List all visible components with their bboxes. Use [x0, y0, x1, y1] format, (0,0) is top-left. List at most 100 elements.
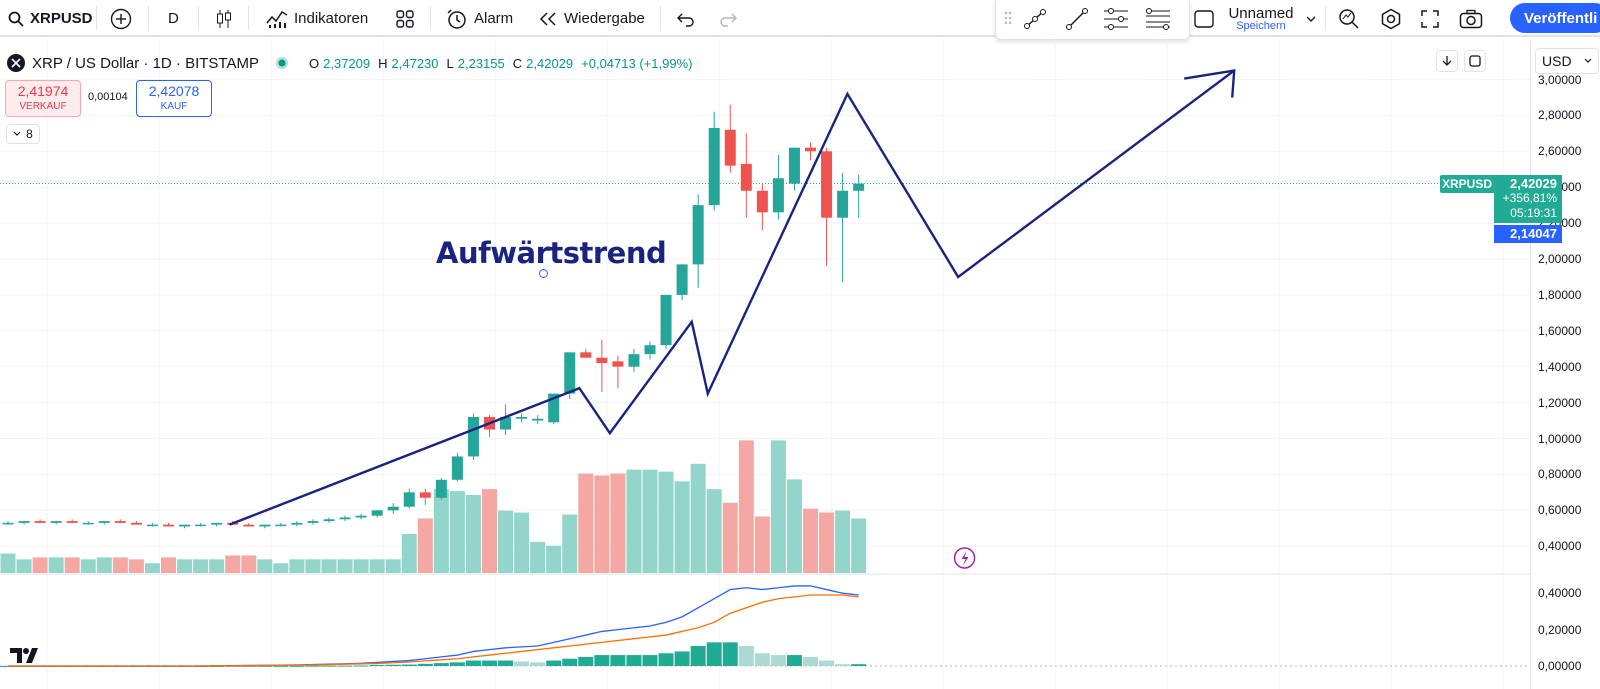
- candle-body: [837, 190, 849, 218]
- ray-tool-icon[interactable]: [1064, 6, 1090, 32]
- macd-histogram-bar: [626, 655, 642, 666]
- volume-bar: [16, 559, 32, 573]
- candle: [179, 524, 191, 529]
- signal-line: [8, 594, 859, 667]
- candle: [500, 404, 512, 435]
- divider: [96, 6, 97, 30]
- candle: [740, 133, 752, 218]
- candle: [516, 413, 528, 423]
- compare-button[interactable]: [110, 0, 132, 37]
- volume-bar: [706, 489, 722, 573]
- fullscreen-button[interactable]: [1420, 0, 1440, 37]
- macd-histogram-bar: [803, 656, 818, 666]
- macd-histogram-bar: [578, 656, 594, 666]
- candle: [403, 488, 415, 509]
- volume-bar: [96, 557, 112, 573]
- macd-histogram-bar: [369, 664, 385, 666]
- annotation-anchor-handle[interactable]: [539, 269, 548, 278]
- candle: [211, 522, 223, 527]
- price-axis[interactable]: USD: [1530, 39, 1600, 689]
- chart-type-button[interactable]: [214, 0, 234, 37]
- volume-bar: [337, 559, 353, 573]
- maximize-pane-button[interactable]: [1464, 50, 1486, 72]
- macd-histogram-bar: [722, 642, 738, 666]
- trendline-tool-icon[interactable]: [1022, 6, 1048, 32]
- candle: [34, 519, 46, 523]
- macd-histogram-bar: [770, 655, 786, 666]
- macd-histogram-bar: [851, 664, 867, 666]
- volume-bar: [658, 471, 674, 573]
- volume-bars: [0, 440, 867, 573]
- volume-bar: [754, 516, 770, 573]
- candle-body: [275, 524, 287, 527]
- sell-button[interactable]: 2,41974 VERKAUF: [5, 80, 81, 117]
- layout-menu[interactable]: Unnamed Speichern: [1226, 0, 1296, 37]
- candle: [371, 510, 383, 518]
- object-tree-button[interactable]: [1193, 0, 1215, 37]
- currency-selector[interactable]: USD: [1535, 48, 1599, 74]
- low-label: L: [446, 55, 454, 71]
- settings-button[interactable]: [1380, 0, 1402, 37]
- candle: [676, 264, 688, 301]
- scroll-down-button[interactable]: [1436, 50, 1458, 72]
- redo-icon: [718, 11, 738, 27]
- candle: [580, 348, 592, 358]
- trend-arrowhead: [1184, 69, 1236, 98]
- volume-bar: [578, 473, 594, 573]
- change-value: +0,04713 (+1,99%): [581, 55, 693, 71]
- drag-handle-icon[interactable]: [1004, 10, 1012, 26]
- volume-bar: [626, 469, 642, 573]
- candle: [146, 522, 158, 527]
- macd-histogram-bar: [786, 655, 802, 666]
- volume-bar: [112, 557, 128, 573]
- candle: [628, 348, 640, 373]
- candle: [18, 521, 30, 525]
- indicators-button[interactable]: Indikatoren: [266, 0, 368, 37]
- sell-price: 2,41974: [17, 83, 69, 99]
- candle-body: [548, 393, 560, 423]
- open-value: 2,37209: [323, 55, 371, 71]
- quick-search-button[interactable]: [1338, 0, 1360, 37]
- macd-tick-label: 0,40000: [1538, 586, 1582, 601]
- volume-bar: [128, 559, 144, 573]
- screenshot-button[interactable]: [1459, 0, 1483, 37]
- interval-button[interactable]: D: [168, 0, 179, 37]
- volume-bar: [401, 534, 417, 573]
- replay-button[interactable]: Wiedergabe: [538, 0, 645, 37]
- candle: [853, 174, 865, 218]
- undo-button[interactable]: [676, 0, 696, 37]
- publish-button[interactable]: Veröffentli: [1510, 3, 1600, 33]
- candle: [805, 142, 816, 161]
- candle: [724, 104, 736, 173]
- tradingview-logo[interactable]: [8, 645, 44, 670]
- volume-bar: [48, 557, 64, 573]
- volume-bar: [257, 559, 273, 573]
- redo-button[interactable]: [718, 0, 738, 37]
- parallel-channel-icon[interactable]: [1102, 6, 1130, 32]
- indicators-collapse-toggle[interactable]: 8: [6, 124, 40, 144]
- candle-body: [500, 416, 512, 430]
- macd-histogram-bar: [353, 665, 369, 667]
- layout-dropdown-button[interactable]: [1306, 0, 1316, 37]
- price-chart[interactable]: [0, 39, 1530, 689]
- symbol-title[interactable]: XRP / US Dollar · 1D · BITSTAMP: [32, 54, 259, 72]
- macd-histogram-bar: [658, 653, 674, 666]
- candle: [821, 147, 833, 267]
- volume-bar: [803, 508, 818, 573]
- candle-body: [853, 183, 865, 191]
- volume-bar: [417, 518, 433, 573]
- fib-retracement-icon[interactable]: [1144, 6, 1172, 32]
- candle-body: [34, 521, 46, 523]
- buy-button[interactable]: 2,42078 KAUF: [136, 80, 212, 117]
- symbol-search[interactable]: XRPUSD: [8, 0, 93, 37]
- alert-button[interactable]: Alarm: [446, 0, 513, 37]
- macd-histogram-bar: [305, 665, 321, 667]
- candle: [50, 521, 62, 525]
- templates-button[interactable]: [395, 0, 415, 37]
- symbol-price-tag: XRPUSD: [1440, 175, 1494, 193]
- trend-annotation-text[interactable]: Aufwärtstrend: [436, 236, 667, 270]
- last-price-label: 2,42029 +356,81% 05:19:31: [1494, 175, 1562, 223]
- candle-body: [676, 264, 688, 295]
- candle-body: [756, 190, 768, 213]
